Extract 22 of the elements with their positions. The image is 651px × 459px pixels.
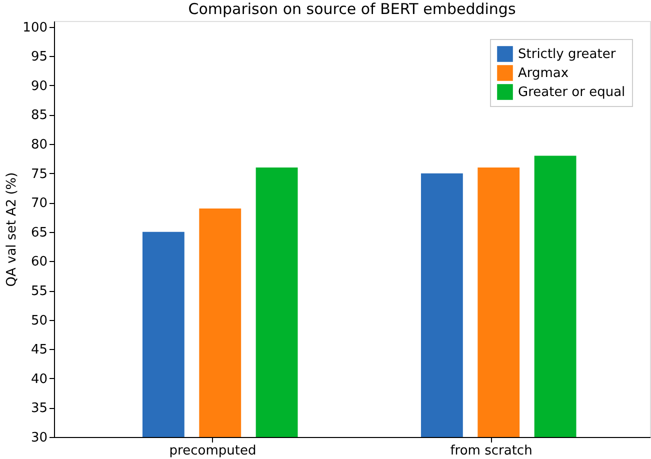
y-tick-label: 40 [30, 372, 48, 387]
y-tick-label: 85 [30, 108, 48, 124]
y-tick-label: 100 [22, 20, 48, 36]
y-tick-label: 45 [30, 342, 48, 358]
y-tick-label: 95 [30, 50, 48, 65]
y-tick-label: 65 [30, 225, 48, 240]
y-tick-label: 30 [30, 430, 48, 446]
y-tick-label: 80 [30, 138, 48, 153]
y-tick-label: 75 [30, 166, 48, 182]
x-tick-label: from scratch [450, 444, 532, 458]
legend-label: Strictly greater [518, 47, 616, 62]
y-tick-label: 70 [30, 196, 48, 212]
y-tick-label: 55 [30, 284, 48, 300]
y-tick-label: 60 [30, 254, 48, 270]
chart-title: Comparison on source of BERT embeddings [188, 0, 516, 18]
legend-label: Argmax [518, 66, 569, 81]
y-tick-label: 90 [30, 78, 48, 94]
x-tick-label: precomputed [169, 444, 256, 458]
y-axis-title: QA val set A2 (%) [4, 172, 20, 287]
y-tick-label: 35 [30, 401, 48, 416]
legend-label: Greater or equal [518, 85, 626, 100]
y-tick-label: 50 [30, 313, 48, 328]
